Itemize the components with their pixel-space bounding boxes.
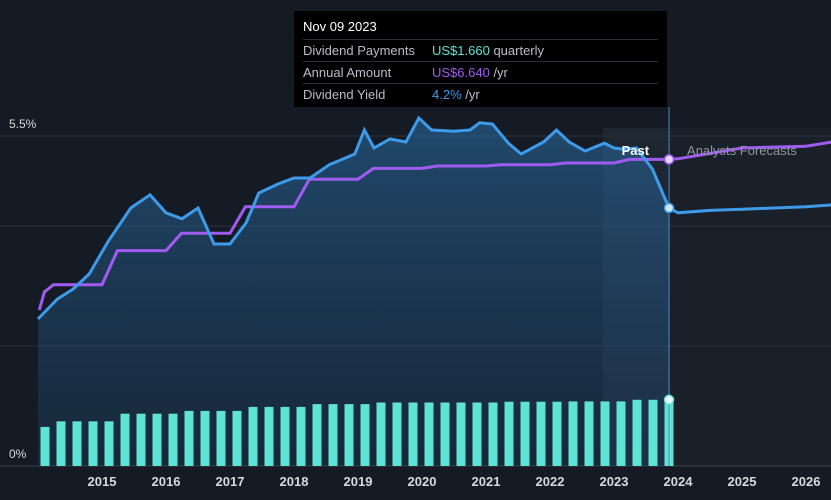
forecast-label: Analysts Forecasts: [687, 143, 797, 158]
dividend-bar: [168, 413, 178, 466]
dividend-yield-line: [36, 115, 831, 321]
dividend-bar: [552, 401, 562, 466]
tooltip-value: 4.2% /yr: [432, 87, 480, 102]
tooltip-row-annual: Annual Amount US$6.640 /yr: [303, 61, 658, 83]
dividend-bar: [440, 402, 450, 466]
dividend-bar: [296, 406, 306, 466]
dividend-bar: [424, 402, 434, 466]
dividend-bar: [280, 406, 290, 466]
yield-marker-dot: [663, 202, 675, 214]
dividend-bar: [120, 413, 130, 466]
x-tick-label: 2016: [152, 474, 181, 489]
x-tick-label: 2020: [408, 474, 437, 489]
x-tick-label: 2022: [536, 474, 565, 489]
dividend-bar: [152, 413, 162, 466]
dividend-bar: [536, 401, 546, 466]
dividend-bar: [248, 406, 258, 466]
dividend-bar: [136, 413, 146, 466]
x-tick-label: 2025: [728, 474, 757, 489]
dividend-bar: [632, 399, 642, 466]
x-tick-label: 2023: [600, 474, 629, 489]
marker-dots: [663, 154, 675, 406]
tooltip-value: US$1.660 quarterly: [432, 43, 545, 58]
dividend-bar: [616, 401, 626, 466]
dividend-bar: [40, 426, 50, 466]
dividend-bar: [376, 402, 386, 466]
x-tick-label: 2026: [792, 474, 821, 489]
payment-marker-dot: [663, 394, 675, 406]
dividend-bar: [232, 410, 242, 466]
dividend-bar: [360, 404, 370, 466]
x-tick-label: 2024: [664, 474, 694, 489]
dividend-bar: [312, 404, 322, 466]
dividend-bar: [184, 410, 194, 466]
yield-area: [38, 118, 669, 466]
tooltip-row-yield: Dividend Yield 4.2% /yr: [303, 83, 658, 105]
x-tick-label: 2019: [344, 474, 373, 489]
x-tick-label: 2015: [88, 474, 117, 489]
dividend-bar: [600, 401, 610, 466]
x-axis-labels: 2015 2016 2017 2018 2019 2020 2021 2022 2023 2024…: [88, 474, 821, 489]
tooltip-label: Dividend Payments: [303, 43, 415, 58]
y-tick-label: 5.5%: [9, 117, 37, 131]
x-tick-label: 2017: [216, 474, 245, 489]
dividend-bar: [72, 421, 82, 466]
dividend-bar: [488, 402, 498, 466]
y-tick-label: 0%: [9, 447, 27, 461]
dividend-bar: [344, 404, 354, 466]
annual-marker-dot: [663, 154, 675, 165]
dividend-bar: [392, 402, 402, 466]
dividend-bar: [472, 402, 482, 466]
annual-amount-line: [37, 140, 831, 311]
tooltip-label: Dividend Yield: [303, 87, 386, 102]
dividend-bar: [520, 401, 530, 466]
tooltip: Nov 09 2023 Dividend Payments US$1.660 q…: [294, 11, 667, 107]
dividend-bar: [104, 421, 114, 466]
tooltip-value: US$6.640 /yr: [432, 65, 508, 80]
x-tick-label: 2018: [280, 474, 309, 489]
dividend-bar: [584, 401, 594, 466]
dividend-bar: [456, 402, 466, 466]
forecast-background: [668, 128, 831, 466]
dividend-bar: [504, 401, 514, 466]
tooltip-row-payments: Dividend Payments US$1.660 quarterly: [303, 39, 658, 61]
dividend-bar: [216, 410, 226, 466]
tooltip-label: Annual Amount: [303, 65, 392, 80]
y-axis-labels: 0% 5.5%: [9, 117, 37, 461]
dividend-bar: [88, 421, 98, 466]
dividend-bar: [408, 402, 418, 466]
dividend-bar: [200, 410, 210, 466]
dividend-bar: [648, 399, 658, 466]
dividend-bar: [568, 401, 578, 466]
tooltip-date: Nov 09 2023: [303, 19, 377, 34]
past-label: Past: [622, 143, 650, 158]
x-tick-label: 2021: [472, 474, 501, 489]
dividend-bar: [264, 406, 274, 466]
dividend-bar: [328, 404, 338, 466]
dividend-bar: [56, 421, 66, 466]
